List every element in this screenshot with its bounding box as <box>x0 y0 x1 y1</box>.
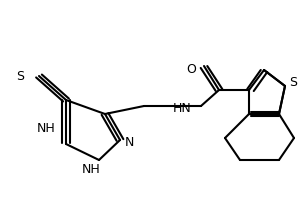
Text: S: S <box>16 70 24 82</box>
Text: N: N <box>124 136 134 148</box>
Text: HN: HN <box>173 102 192 114</box>
Text: NH: NH <box>37 122 56 136</box>
Text: S: S <box>290 76 298 90</box>
Text: O: O <box>187 63 196 76</box>
Text: NH: NH <box>82 163 101 176</box>
